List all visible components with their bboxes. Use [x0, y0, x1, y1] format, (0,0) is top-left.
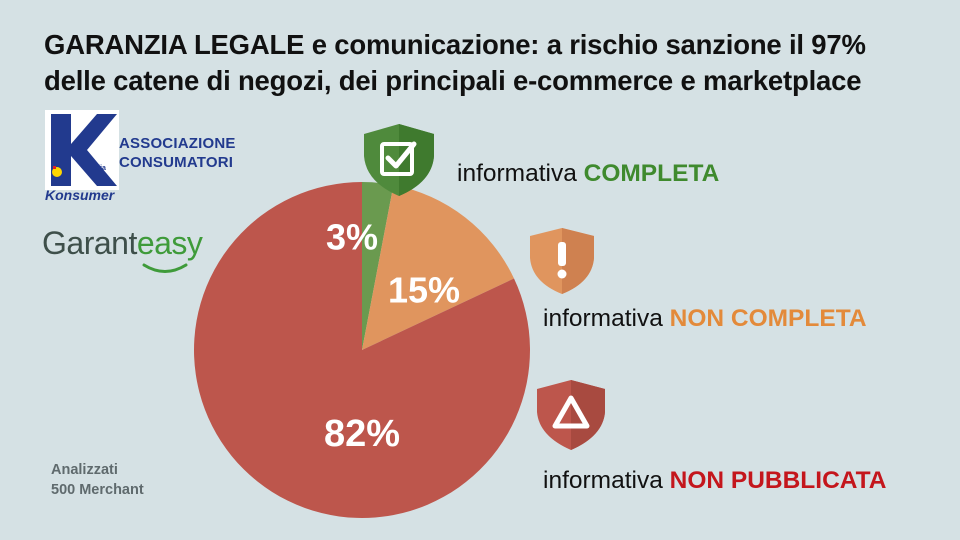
pie-slice-complete [362, 182, 394, 350]
legend-highlight-partial: NON COMPLETA [669, 305, 867, 332]
garanteasy-smile-icon [142, 263, 188, 273]
exclamation-shield-icon [530, 228, 594, 294]
pie-slice-partial [362, 184, 515, 350]
warning-shield-icon [537, 380, 605, 450]
check-shield-icon [364, 124, 434, 196]
legend-highlight-missing: NON PUBBLICATA [669, 467, 887, 494]
title-line-1: GARANZIA LEGALE e comunicazione: a risch… [44, 29, 866, 60]
garanteasy-logo: Garanteasy [42, 225, 203, 262]
chart-title: GARANZIA LEGALE e comunicazione: a risch… [44, 27, 954, 99]
konsumer-k-mark [45, 110, 119, 190]
sample-note: Analizzati 500 Merchant [51, 462, 144, 498]
konsumer-brand: Konsumer [45, 187, 115, 203]
legend-item-missing: informativa NON PUBBLICATA [543, 467, 887, 494]
garanteasy-part2: easy [136, 225, 203, 261]
konsumer-logo: Italia ASSOCIAZIONE CONSUMATORI Konsumer [45, 110, 245, 205]
pie-label-missing: 82% [324, 413, 400, 455]
pie-label-partial: 15% [388, 270, 460, 311]
pie-label-complete: 3% [326, 217, 378, 258]
pie-slice-missing [193, 182, 530, 519]
legend-item-complete: informativa COMPLETA [457, 160, 720, 187]
konsumer-tagline: ASSOCIAZIONE CONSUMATORI [119, 135, 236, 171]
legend-highlight-complete: COMPLETA [583, 160, 720, 187]
garanteasy-part1: Garant [42, 225, 137, 261]
title-line-2: delle catene di negozi, dei principali e… [44, 65, 862, 96]
legend-item-partial: informativa NON COMPLETA [543, 305, 867, 332]
konsumer-italia: Italia [90, 165, 106, 172]
